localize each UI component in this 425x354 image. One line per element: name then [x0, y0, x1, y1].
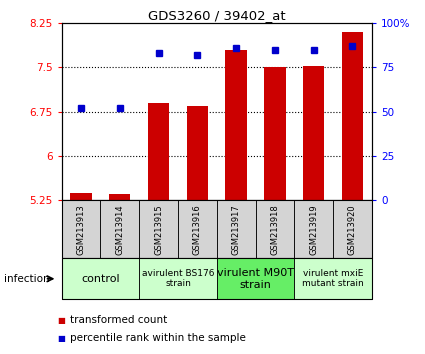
Text: GSM213913: GSM213913: [76, 204, 85, 255]
Bar: [294, 200, 333, 258]
Bar: [139, 258, 217, 299]
Text: virulent mxiE
mutant strain: virulent mxiE mutant strain: [302, 269, 364, 289]
Bar: [62, 258, 139, 299]
Text: transformed count: transformed count: [70, 315, 167, 325]
Text: infection: infection: [4, 274, 50, 284]
Bar: [109, 194, 130, 200]
Text: GSM213915: GSM213915: [154, 204, 163, 255]
Bar: [62, 200, 100, 258]
Bar: [226, 50, 247, 200]
Bar: [139, 200, 178, 258]
Bar: [264, 67, 286, 200]
Text: percentile rank within the sample: percentile rank within the sample: [70, 333, 246, 343]
Title: GDS3260 / 39402_at: GDS3260 / 39402_at: [148, 9, 286, 22]
Bar: [187, 105, 208, 200]
Bar: [178, 200, 217, 258]
Text: control: control: [81, 274, 120, 284]
Bar: [294, 258, 372, 299]
Bar: [342, 32, 363, 200]
Bar: [148, 103, 169, 200]
Text: GSM213918: GSM213918: [270, 204, 279, 255]
Text: ■: ■: [58, 316, 65, 325]
Bar: [333, 200, 372, 258]
Text: GSM213916: GSM213916: [193, 204, 202, 255]
Text: GSM213917: GSM213917: [232, 204, 241, 255]
Text: GSM213914: GSM213914: [115, 204, 124, 255]
Bar: [255, 200, 294, 258]
Bar: [217, 200, 255, 258]
Bar: [100, 200, 139, 258]
Bar: [71, 193, 92, 200]
Bar: [303, 66, 324, 200]
Text: virulent M90T
strain: virulent M90T strain: [217, 268, 294, 290]
Bar: [217, 258, 294, 299]
Text: avirulent BS176
strain: avirulent BS176 strain: [142, 269, 214, 289]
Text: GSM213919: GSM213919: [309, 204, 318, 255]
Text: ■: ■: [58, 333, 65, 343]
Text: GSM213920: GSM213920: [348, 204, 357, 255]
